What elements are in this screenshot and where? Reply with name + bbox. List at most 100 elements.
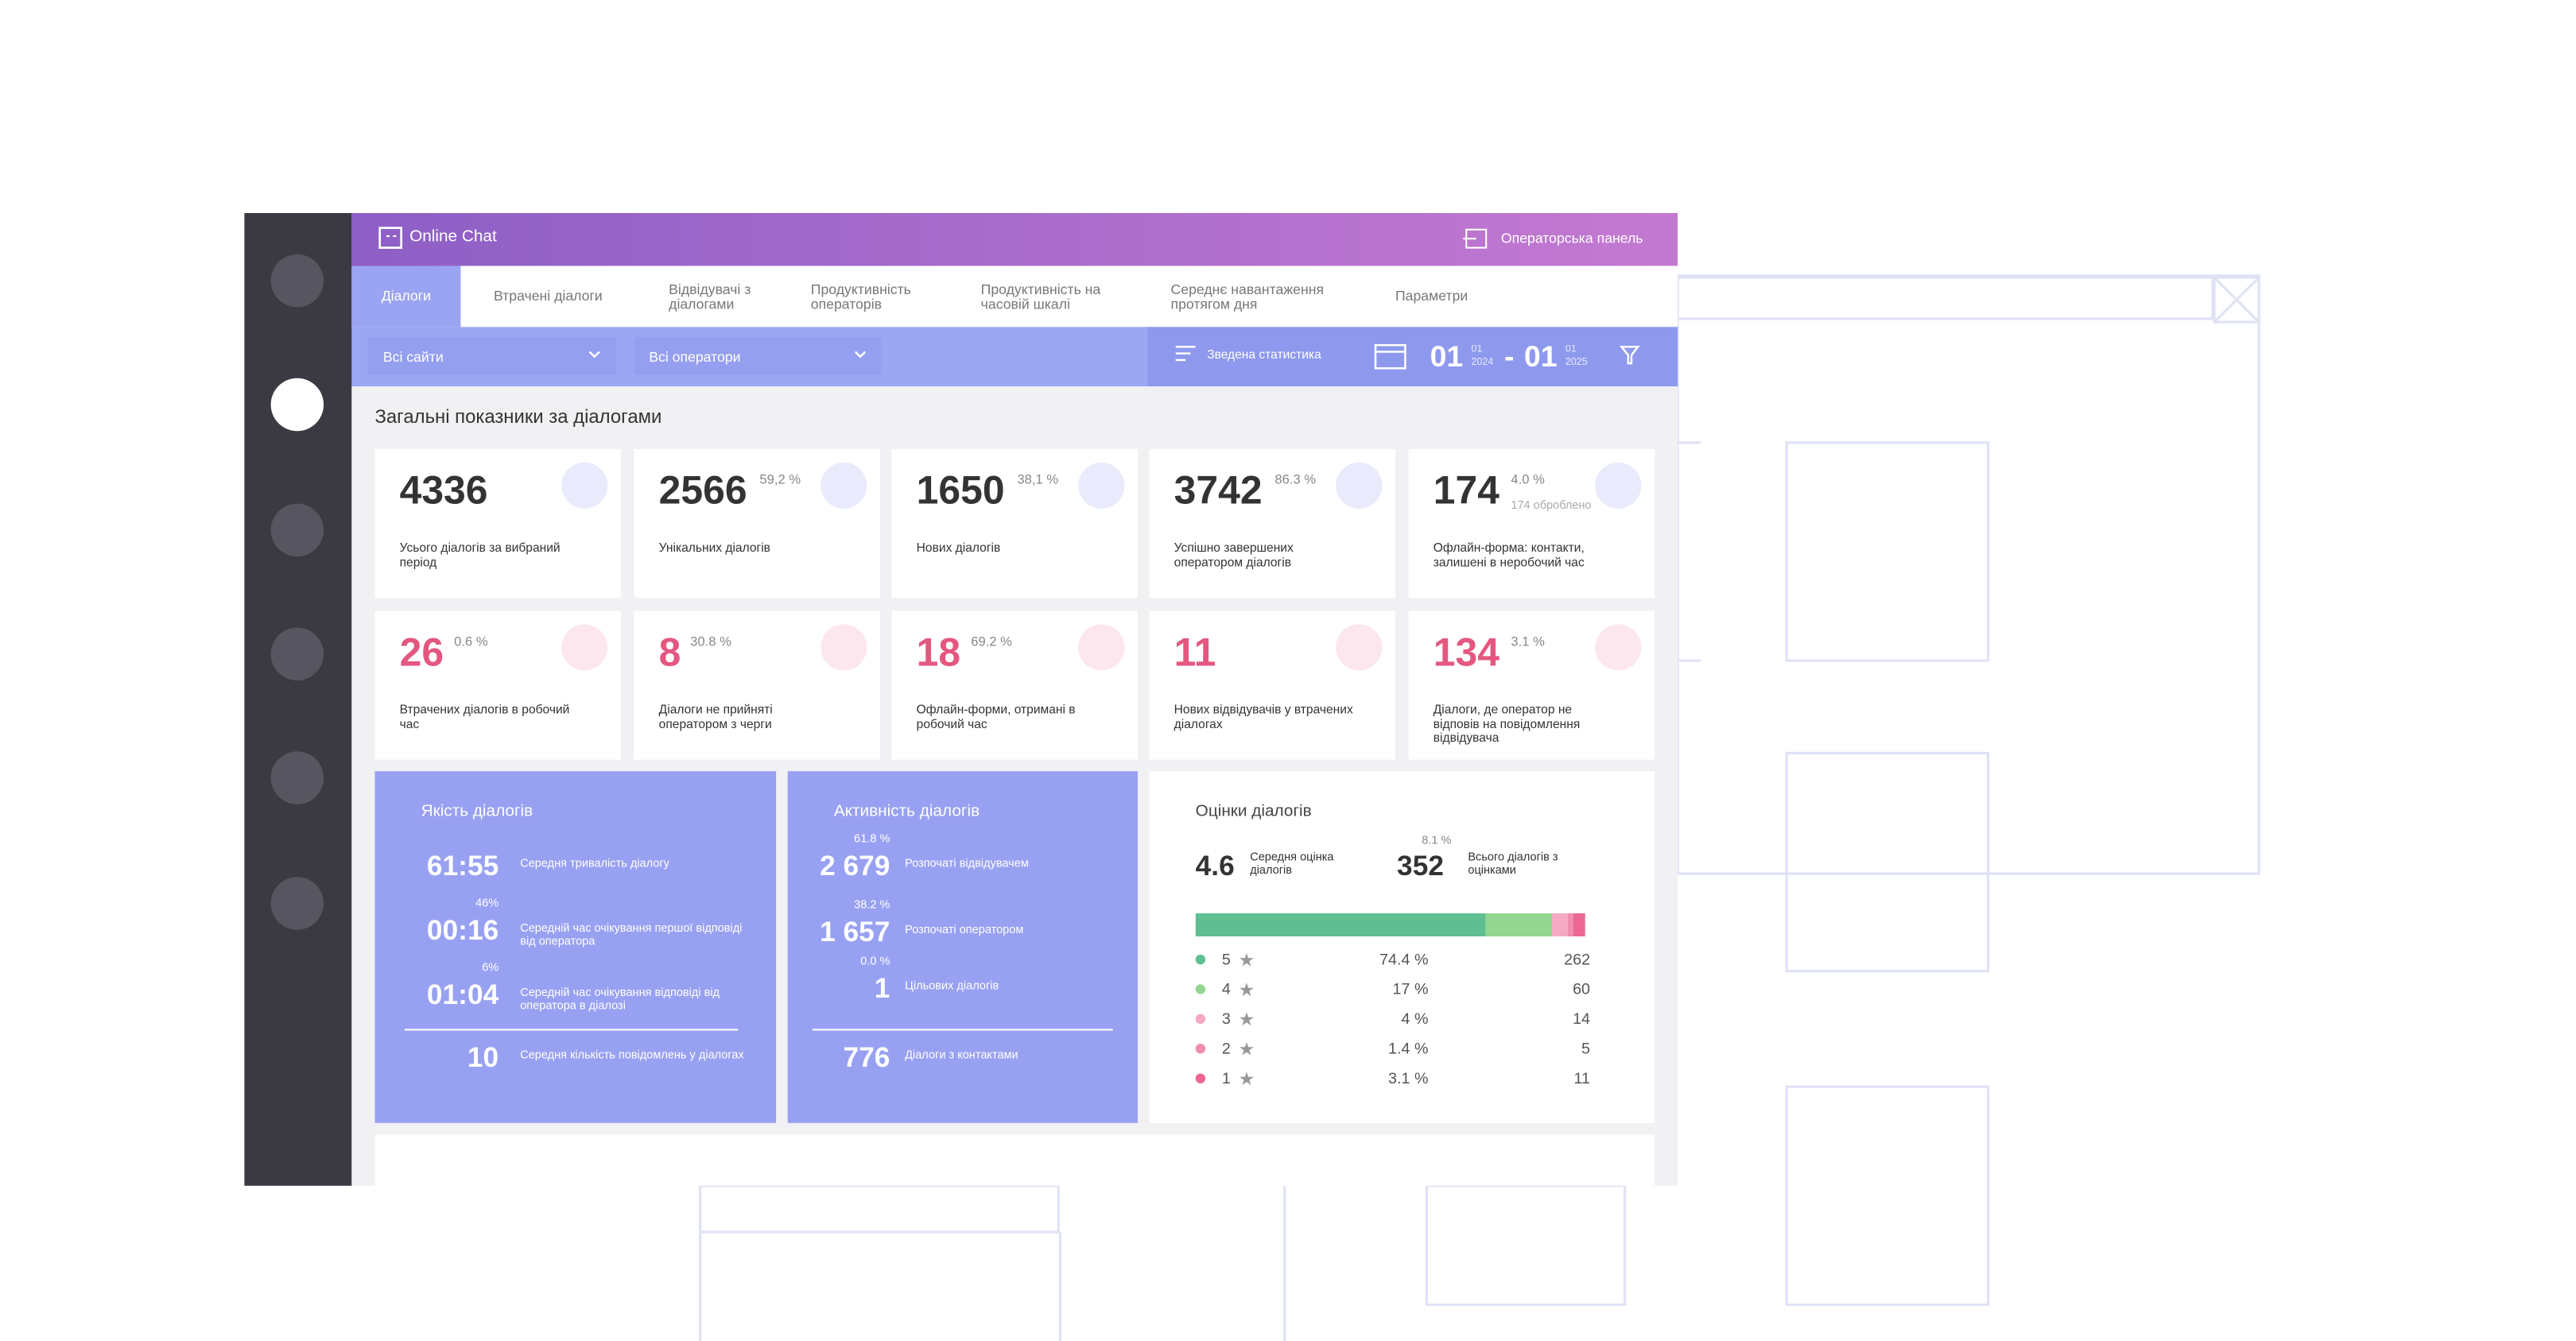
brand: Online Chat <box>409 227 497 246</box>
stat-value: 8 <box>658 630 681 676</box>
t: 2024 <box>1471 358 1494 369</box>
star: ★ <box>1238 1040 1255 1060</box>
metric-value: 00:16 <box>426 914 499 947</box>
site-select-text: Всі сайти <box>382 348 444 366</box>
icon <box>1078 624 1125 671</box>
stat-value: 4336 <box>399 469 488 514</box>
tab[interactable]: Продуктивність операторів <box>810 280 911 312</box>
metric-value: 61:55 <box>426 850 499 882</box>
rating-stars: 3 <box>1221 1010 1231 1029</box>
stat-pct: 59,2 % <box>759 472 801 487</box>
date-sep: - <box>1504 339 1515 374</box>
rating-count: 5 <box>1581 1040 1591 1059</box>
metric-pct: 38.2 % <box>854 900 890 912</box>
rating-share: 17 % <box>1392 981 1429 999</box>
date-to-day[interactable]: 01 <box>1523 339 1558 374</box>
icon <box>1595 624 1642 671</box>
tab[interactable]: Діалоги <box>381 287 432 304</box>
t: 01 <box>1565 345 1577 355</box>
icon <box>821 624 867 671</box>
stat-label: Унікальних діалогів <box>658 540 770 556</box>
metric-pct: 46% <box>475 898 499 910</box>
stat-note: 174 оброблено <box>1511 500 1592 513</box>
stat-value: 1650 <box>916 469 1005 514</box>
quality-title: Якість діалогів <box>421 802 533 821</box>
stat-pct: 4.0 % <box>1511 472 1545 487</box>
rating-dot <box>1195 1044 1206 1054</box>
stat-label: Діалоги не прийняті оператором з черги <box>658 701 773 731</box>
date-from-day[interactable]: 01 <box>1430 339 1464 374</box>
rating-stars: 4 <box>1221 981 1231 999</box>
rating-count: 11 <box>1573 1070 1591 1089</box>
metric-pct: 6% <box>482 963 499 975</box>
stat-card: 174 4.0 % 174 оброблено Офлайн-форма: конта… <box>1408 449 1655 599</box>
activity-title: Активність діалогів <box>833 802 980 821</box>
tab[interactable]: Продуктивність на часовій шкалі <box>980 280 1101 312</box>
stat-pct: 86.3 % <box>1274 472 1317 487</box>
operator-select[interactable] <box>634 336 883 375</box>
icon <box>821 462 867 509</box>
metric-label: Розпочаті відвідувачем <box>905 858 1029 870</box>
stat-pct: 38,1 % <box>1017 472 1059 487</box>
metric-label: Середня тривалість діалогу <box>520 858 669 870</box>
stat-card: 18 69.2 % Офлайн-форми, отримані в робочий… <box>891 610 1138 760</box>
stat-value: 174 <box>1433 469 1499 514</box>
rating-dot <box>1195 1014 1206 1025</box>
tab[interactable]: Відвідувачі з діалогами <box>669 280 751 312</box>
stat-label: Нових діалогів <box>916 540 1001 556</box>
metric-value: 2 679 <box>820 850 890 882</box>
section-title: Загальні показники за діалогами <box>374 408 662 428</box>
ratings-title: Оцінки діалогів <box>1195 802 1312 821</box>
rating-segment <box>1195 913 1486 936</box>
t: 01 <box>1471 345 1483 355</box>
quality-panel <box>374 771 777 1123</box>
stat-value: 26 <box>399 630 444 676</box>
stat-card: 1650 38,1 % Нових діалогів <box>891 449 1138 599</box>
metric-label: Цільових діалогів <box>905 981 999 993</box>
metric-value: 01:04 <box>426 979 499 1011</box>
tab[interactable]: Середнє навантаження протягом дня <box>1170 280 1325 312</box>
t: 2025 <box>1565 358 1588 369</box>
rating-count: 14 <box>1573 1010 1591 1029</box>
stat-value: 2566 <box>658 469 747 514</box>
date-bar <box>1147 327 1678 387</box>
metric-pct: 61.8 % <box>854 834 890 846</box>
rating-segment <box>1573 913 1585 936</box>
date-from-mm: 01 2024 <box>1472 343 1494 370</box>
metric-label: Розпочаті оператором <box>905 924 1024 936</box>
rating-stars: 1 <box>1221 1070 1231 1089</box>
metric-value: 776 <box>843 1041 890 1074</box>
tab[interactable]: Параметри <box>1395 287 1468 304</box>
rating-count: 60 <box>1573 981 1591 999</box>
rating-share: 1.4 % <box>1388 1040 1429 1059</box>
active-tab-bg <box>351 265 461 327</box>
rating-segment <box>1567 913 1573 936</box>
rating-dot <box>1195 954 1206 965</box>
avg-rating: 4.6 <box>1195 850 1235 882</box>
stat-pct: 0.6 % <box>454 634 488 649</box>
stat-label: Офлайн-форми, отримані в робочий час <box>916 701 1076 731</box>
metric-label: Середній час очікування відповіді від оп… <box>520 987 720 1013</box>
sidebar <box>244 213 352 1186</box>
site-select[interactable] <box>368 336 616 375</box>
stat-card: 4336 Усього діалогів за вибраний період <box>374 449 621 599</box>
icon <box>561 462 608 509</box>
star: ★ <box>1238 1070 1255 1091</box>
avg-label: Середня оцінка діалогів <box>1250 852 1334 878</box>
stat-value: 11 <box>1174 630 1216 676</box>
tab[interactable]: Втрачені діалоги <box>493 287 603 304</box>
operator-panel[interactable]: Операторська панель <box>1500 229 1643 246</box>
stat-card: 3742 86.3 % Успішно завершених оператором … <box>1149 449 1395 599</box>
rating-share: 74.4 % <box>1379 951 1429 970</box>
date-to-mm: 01 2025 <box>1565 343 1588 370</box>
star: ★ <box>1238 951 1255 971</box>
icon <box>561 624 608 671</box>
metric-value: 1 <box>874 972 890 1005</box>
star: ★ <box>1238 981 1255 1002</box>
operator-select-text: Всі оператори <box>649 348 741 366</box>
stat-label: Втрачених діалогів в робочий час <box>399 701 570 731</box>
summary[interactable]: Зведена статистика <box>1207 347 1321 362</box>
total-label: Всього діалогів з оцінками <box>1468 852 1558 878</box>
